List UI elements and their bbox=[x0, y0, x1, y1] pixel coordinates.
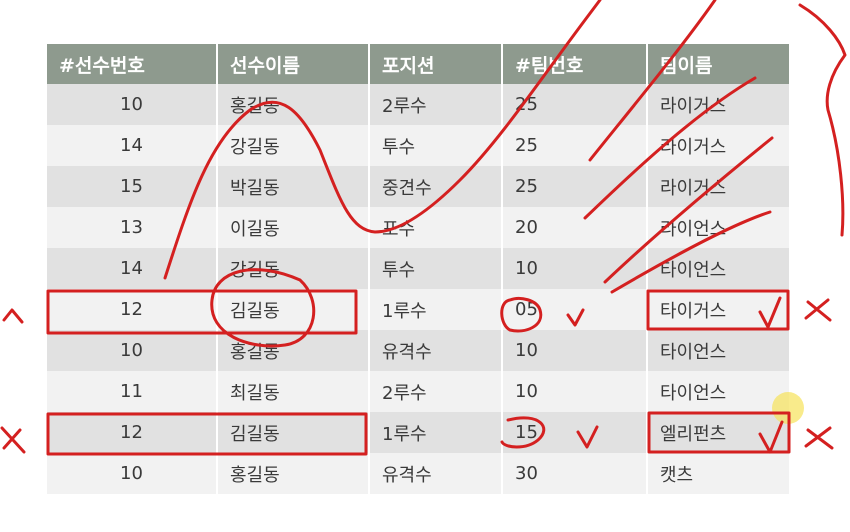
cross-mark-icon bbox=[804, 298, 832, 322]
cell-team-number: 25 bbox=[502, 166, 648, 207]
cell-player-name: 홍길동 bbox=[217, 453, 370, 494]
table-row: 12 김길동 1루수 05 타이거스 bbox=[47, 289, 791, 330]
ink-line-stroke bbox=[583, 76, 757, 220]
ink-brace-stroke bbox=[798, 3, 847, 237]
table-row: 10 홍길동 유격수 10 타이언스 bbox=[47, 330, 791, 371]
cell-player-number: 10 bbox=[47, 453, 218, 494]
cell-team-number: 25 bbox=[502, 125, 648, 166]
cell-position: 2루수 bbox=[369, 371, 503, 412]
cell-position: 유격수 bbox=[369, 330, 503, 371]
cell-player-number: 11 bbox=[47, 371, 218, 412]
table-row: 14 강길동 투수 10 타이언스 bbox=[47, 248, 791, 289]
ink-number-circle bbox=[500, 296, 543, 333]
cell-player-name: 강길동 bbox=[217, 125, 370, 166]
check-mark-icon bbox=[566, 308, 585, 327]
cell-player-name: 홍길동 bbox=[217, 330, 370, 371]
cell-team-number: 20 bbox=[502, 207, 648, 248]
cell-team-name: 타이언스 bbox=[647, 371, 791, 412]
header-row: #선수번호 선수이름 포지션 #팀번호 팀이름 bbox=[47, 44, 791, 84]
cell-player-name: 박길동 bbox=[217, 166, 370, 207]
ink-team-box bbox=[647, 411, 791, 454]
cell-player-number: 14 bbox=[47, 125, 218, 166]
check-mark-icon bbox=[576, 425, 599, 449]
cell-team-name: 라이거스 bbox=[647, 166, 791, 207]
check-mark-icon bbox=[758, 296, 782, 329]
header-player-name: 선수이름 bbox=[217, 44, 370, 84]
cross-mark-icon bbox=[0, 426, 26, 454]
header-position: 포지션 bbox=[369, 44, 503, 84]
header-team-name: 팀이름 bbox=[647, 44, 791, 84]
ink-team-box bbox=[646, 289, 790, 331]
cell-position: 2루수 bbox=[369, 84, 503, 125]
cell-player-name: 이길동 bbox=[217, 207, 370, 248]
cell-player-number: 15 bbox=[47, 166, 218, 207]
cell-team-number: 10 bbox=[502, 248, 648, 289]
cell-position: 포수 bbox=[369, 207, 503, 248]
cell-team-name: 타이언스 bbox=[647, 330, 791, 371]
table-row: 10 홍길동 유격수 30 캣츠 bbox=[47, 453, 791, 494]
cursor-highlight bbox=[772, 392, 804, 424]
ink-row-box bbox=[46, 412, 368, 456]
cell-team-number: 30 bbox=[502, 453, 648, 494]
header-player-number: #선수번호 bbox=[47, 44, 218, 84]
cross-mark-icon bbox=[804, 426, 834, 450]
check-mark-icon bbox=[758, 420, 784, 454]
cell-player-number: 10 bbox=[47, 330, 218, 371]
ink-line-stroke bbox=[610, 210, 772, 294]
cell-player-number: 10 bbox=[47, 84, 218, 125]
table-row: 14 강길동 투수 25 라이거스 bbox=[47, 125, 791, 166]
cell-position: 1루수 bbox=[369, 289, 503, 330]
ink-number-circle bbox=[500, 416, 546, 449]
cell-player-number: 14 bbox=[47, 248, 218, 289]
cell-player-number: 13 bbox=[47, 207, 218, 248]
cell-team-name: 타이언스 bbox=[647, 248, 791, 289]
cell-team-name: 캣츠 bbox=[647, 453, 791, 494]
cell-player-name: 강길동 bbox=[217, 248, 370, 289]
cell-team-name: 타이거스 bbox=[647, 289, 791, 330]
table-row: 11 최길동 2루수 10 타이언스 bbox=[47, 371, 791, 412]
cell-player-name: 김길동 bbox=[217, 289, 370, 330]
table-row: 12 김길동 1루수 15 엘리펀츠 bbox=[47, 412, 791, 453]
cell-team-number: 10 bbox=[502, 371, 648, 412]
caret-mark-icon bbox=[2, 308, 24, 324]
cell-player-number: 12 bbox=[47, 289, 218, 330]
cell-position: 투수 bbox=[369, 248, 503, 289]
cell-team-name: 라이거스 bbox=[647, 125, 791, 166]
cell-team-number: 10 bbox=[502, 330, 648, 371]
ink-line-stroke bbox=[588, 0, 717, 162]
cell-position: 유격수 bbox=[369, 453, 503, 494]
cell-team-name: 라이거스 bbox=[647, 84, 791, 125]
ink-name-circle bbox=[210, 268, 316, 348]
ink-row-box bbox=[46, 289, 358, 335]
ink-curve-stroke bbox=[163, 0, 602, 280]
cell-position: 1루수 bbox=[369, 412, 503, 453]
cell-player-number: 12 bbox=[47, 412, 218, 453]
cell-player-name: 김길동 bbox=[217, 412, 370, 453]
ink-line-stroke bbox=[603, 136, 774, 284]
header-team-number: #팀번호 bbox=[502, 44, 648, 84]
table-row: 15 박길동 중견수 25 라이거스 bbox=[47, 166, 791, 207]
cell-player-name: 최길동 bbox=[217, 371, 370, 412]
